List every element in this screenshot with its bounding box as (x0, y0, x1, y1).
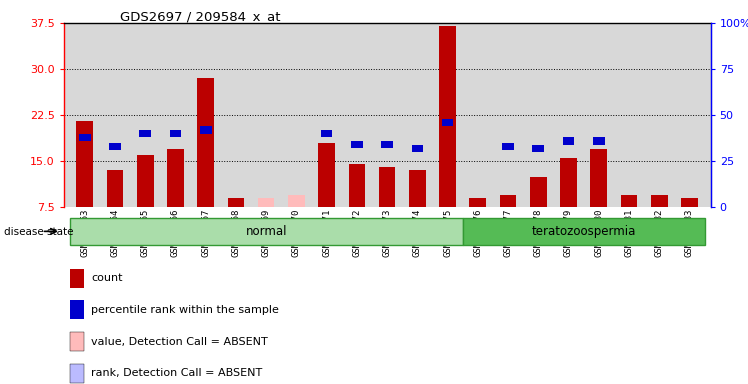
Bar (130, 23, 160, 207)
Bar (200, 126, 212, 134)
Bar (351, 141, 363, 148)
Bar (590, 149, 607, 207)
Bar (372, 23, 402, 207)
Bar (321, 130, 332, 137)
Bar (560, 158, 577, 207)
Bar (554, 23, 583, 207)
Bar (493, 23, 523, 207)
Bar (139, 130, 151, 137)
Bar (221, 23, 251, 207)
Bar (100, 23, 130, 207)
Text: disease state: disease state (4, 227, 73, 237)
Bar (311, 23, 342, 207)
Bar (167, 149, 184, 207)
Bar (409, 170, 426, 207)
Text: percentile rank within the sample: percentile rank within the sample (91, 305, 279, 315)
Bar (160, 23, 191, 207)
Bar (109, 143, 120, 150)
Bar (107, 170, 123, 207)
Bar (381, 141, 393, 148)
Bar (137, 155, 153, 207)
Bar (523, 23, 554, 207)
Bar (500, 195, 516, 207)
Bar (583, 23, 614, 207)
Text: GDS2697 / 209584_x_at: GDS2697 / 209584_x_at (120, 10, 280, 23)
Text: value, Detection Call = ABSENT: value, Detection Call = ABSENT (91, 336, 268, 346)
Bar (258, 198, 275, 207)
Bar (70, 269, 85, 288)
Bar (562, 137, 574, 145)
Bar (644, 23, 674, 207)
Bar (70, 218, 463, 245)
Bar (681, 198, 698, 207)
Text: count: count (91, 273, 123, 283)
Text: teratozoospermia: teratozoospermia (531, 225, 636, 238)
Bar (197, 78, 214, 207)
Text: rank, Detection Call = ABSENT: rank, Detection Call = ABSENT (91, 368, 262, 378)
Bar (70, 300, 85, 319)
Bar (70, 364, 85, 383)
Bar (378, 167, 396, 207)
Bar (349, 164, 365, 207)
Text: normal: normal (245, 225, 287, 238)
Bar (463, 23, 493, 207)
Bar (651, 195, 667, 207)
Bar (191, 23, 221, 207)
Bar (70, 23, 100, 207)
Bar (621, 195, 637, 207)
Bar (70, 332, 85, 351)
Bar (470, 198, 486, 207)
Bar (614, 23, 644, 207)
Bar (281, 23, 311, 207)
Bar (288, 195, 304, 207)
Bar (411, 145, 423, 152)
Bar (432, 23, 463, 207)
Bar (674, 23, 705, 207)
Bar (463, 218, 705, 245)
Bar (442, 119, 453, 126)
Bar (76, 121, 93, 207)
Bar (79, 134, 91, 141)
Bar (530, 177, 547, 207)
Bar (502, 143, 514, 150)
Bar (251, 23, 281, 207)
Bar (319, 143, 335, 207)
Bar (533, 145, 544, 152)
Bar (170, 130, 181, 137)
Bar (402, 23, 432, 207)
Bar (227, 198, 245, 207)
Bar (342, 23, 372, 207)
Bar (593, 137, 604, 145)
Bar (439, 26, 456, 207)
